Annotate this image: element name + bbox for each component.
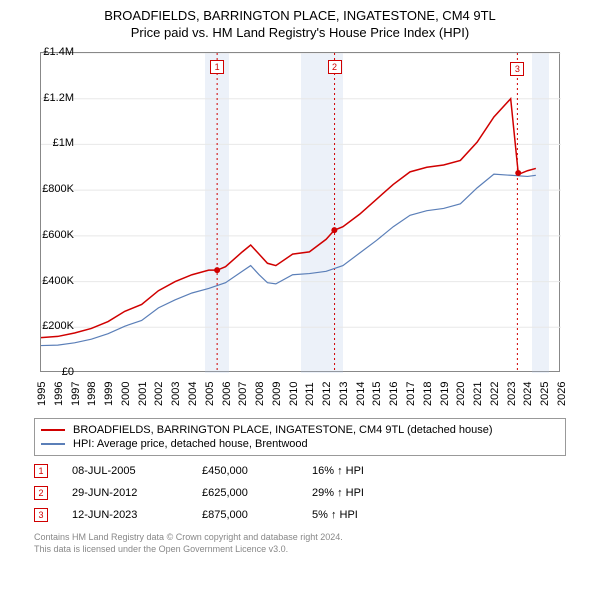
sale-hpi: 5% ↑ HPI (312, 509, 432, 521)
legend: BROADFIELDS, BARRINGTON PLACE, INGATESTO… (34, 418, 566, 456)
sale-row-marker: 2 (34, 486, 48, 500)
legend-item-hpi: HPI: Average price, detached house, Bren… (41, 437, 559, 451)
chart-svg (41, 53, 561, 373)
chart-area: 123 £0£200K£400K£600K£800K£1M£1.2M£1.4M … (40, 52, 600, 412)
sale-marker: 1 (210, 60, 224, 74)
legend-text: HPI: Average price, detached house, Bren… (73, 438, 308, 450)
sale-row: 3 12-JUN-2023£875,0005% ↑ HPI (34, 508, 600, 522)
footer-line2: This data is licensed under the Open Gov… (34, 544, 600, 556)
sale-row: 2 29-JUN-2012£625,00029% ↑ HPI (34, 486, 600, 500)
sale-date: 12-JUN-2023 (72, 509, 202, 521)
sales-list: 1 08-JUL-2005£450,00016% ↑ HPI 2 29-JUN-201… (0, 464, 600, 522)
footer-line1: Contains HM Land Registry data © Crown c… (34, 532, 600, 544)
sale-price: £875,000 (202, 509, 312, 521)
footer: Contains HM Land Registry data © Crown c… (34, 532, 600, 555)
sale-row-marker: 1 (34, 464, 48, 478)
legend-item-subject: BROADFIELDS, BARRINGTON PLACE, INGATESTO… (41, 423, 559, 437)
plot: 1 2 3 (40, 52, 560, 372)
sale-marker: 2 (328, 60, 342, 74)
sale-hpi: 16% ↑ HPI (312, 465, 432, 477)
sale-price: £450,000 (202, 465, 312, 477)
sale-price: £625,000 (202, 487, 312, 499)
sale-hpi: 29% ↑ HPI (312, 487, 432, 499)
y-tick-label: £1.2M (24, 92, 74, 104)
y-tick-label: £800K (24, 183, 74, 195)
y-tick-label: £400K (24, 275, 74, 287)
sale-date: 08-JUL-2005 (72, 465, 202, 477)
title-address: BROADFIELDS, BARRINGTON PLACE, INGATESTO… (0, 8, 600, 23)
sale-row: 1 08-JUL-2005£450,00016% ↑ HPI (34, 464, 600, 478)
y-tick-label: £1M (24, 137, 74, 149)
sale-marker: 3 (510, 62, 524, 76)
y-tick-label: £200K (24, 320, 74, 332)
y-tick-label: £1.4M (24, 46, 74, 58)
title-block: BROADFIELDS, BARRINGTON PLACE, INGATESTO… (0, 0, 600, 44)
legend-text: BROADFIELDS, BARRINGTON PLACE, INGATESTO… (73, 424, 493, 436)
sale-date: 29-JUN-2012 (72, 487, 202, 499)
sale-row-marker: 3 (34, 508, 48, 522)
title-subtitle: Price paid vs. HM Land Registry's House … (0, 25, 600, 40)
legend-swatch (41, 429, 65, 431)
y-tick-label: £600K (24, 229, 74, 241)
legend-swatch (41, 443, 65, 445)
y-tick-label: £0 (24, 366, 74, 378)
